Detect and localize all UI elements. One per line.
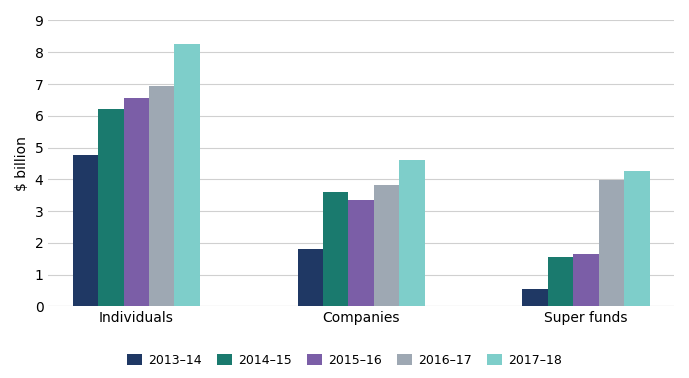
- Bar: [123, 98, 149, 306]
- Legend: 2013–14, 2014–15, 2015–16, 2016–17, 2017–18: 2013–14, 2014–15, 2015–16, 2016–17, 2017…: [122, 349, 567, 372]
- Bar: [298, 249, 323, 306]
- Bar: [98, 109, 123, 306]
- Bar: [374, 185, 399, 306]
- Bar: [548, 257, 573, 306]
- Bar: [573, 254, 599, 306]
- Bar: [323, 192, 349, 306]
- Bar: [399, 160, 424, 306]
- Bar: [599, 180, 624, 306]
- Bar: [349, 200, 374, 306]
- Bar: [522, 289, 548, 306]
- Bar: [624, 171, 650, 306]
- Bar: [149, 85, 174, 306]
- Y-axis label: $ billion: $ billion: [15, 136, 29, 191]
- Bar: [73, 155, 98, 306]
- Bar: [174, 44, 200, 306]
